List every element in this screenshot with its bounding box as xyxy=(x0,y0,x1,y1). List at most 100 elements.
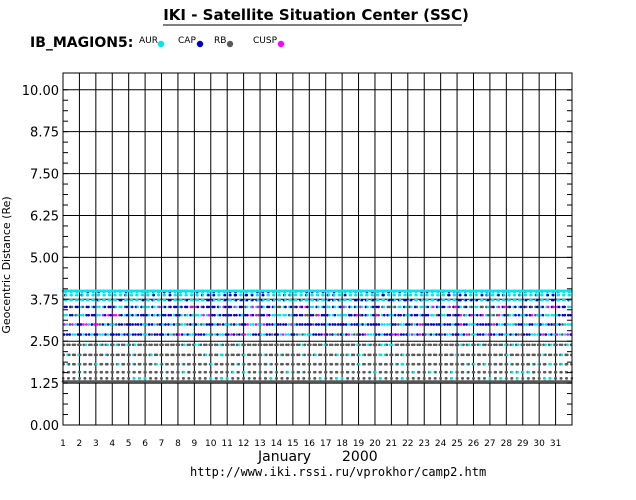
data-point xyxy=(224,333,228,336)
data-point xyxy=(491,293,495,297)
data-point xyxy=(128,323,132,326)
data-point xyxy=(169,305,172,309)
data-point xyxy=(289,293,292,297)
data-point xyxy=(226,370,229,374)
data-point xyxy=(533,333,537,336)
data-point xyxy=(522,353,525,357)
data-point xyxy=(150,333,154,336)
data-point xyxy=(464,293,467,297)
data-point xyxy=(115,333,118,336)
data-point xyxy=(243,313,247,317)
data-point xyxy=(278,305,282,309)
data-point xyxy=(177,362,180,366)
data-point xyxy=(372,343,376,347)
data-point xyxy=(429,323,433,326)
data-point xyxy=(549,377,552,380)
data-point xyxy=(562,293,566,297)
data-point xyxy=(122,353,126,357)
data-point xyxy=(520,333,523,336)
data-point xyxy=(249,323,252,326)
data-point xyxy=(437,313,441,317)
data-point xyxy=(280,377,284,380)
data-point xyxy=(292,343,296,347)
data-point xyxy=(265,333,269,336)
data-point xyxy=(291,377,295,380)
y-axis: 0.00 1.25 2.50 3.75 5.00 6.25 7.50 8.75 10.00 xyxy=(22,84,572,434)
data-point xyxy=(293,323,296,326)
data-point xyxy=(426,323,430,326)
data-point xyxy=(166,343,170,347)
data-point xyxy=(366,323,370,326)
data-point xyxy=(257,313,260,317)
data-point xyxy=(336,353,339,357)
data-point xyxy=(83,377,87,380)
data-point xyxy=(421,343,425,347)
data-point xyxy=(388,313,392,317)
data-point xyxy=(115,343,118,347)
data-point xyxy=(67,377,70,380)
data-point xyxy=(303,353,306,357)
data-point xyxy=(78,377,81,380)
data-point xyxy=(476,333,479,336)
data-point xyxy=(254,343,257,347)
data-point xyxy=(487,323,490,326)
data-point xyxy=(227,323,230,326)
data-point xyxy=(442,298,446,302)
data-point xyxy=(120,343,124,347)
data-point xyxy=(127,377,131,380)
data-point xyxy=(285,343,288,347)
data-point xyxy=(363,370,366,374)
data-point xyxy=(423,353,427,357)
data-point xyxy=(315,313,318,317)
data-point xyxy=(380,333,384,336)
data-point xyxy=(180,323,184,326)
data-point xyxy=(543,362,547,366)
data-point xyxy=(298,323,302,326)
data-point xyxy=(355,305,358,309)
data-point xyxy=(89,353,93,357)
data-point xyxy=(327,305,331,309)
data-point xyxy=(131,323,134,326)
data-point xyxy=(364,313,368,317)
data-point xyxy=(434,370,437,374)
data-point xyxy=(443,313,446,317)
data-point xyxy=(413,333,416,336)
data-point xyxy=(185,313,189,317)
data-point xyxy=(141,293,145,297)
data-point xyxy=(68,343,71,347)
data-point xyxy=(201,298,205,302)
data-point xyxy=(506,323,510,326)
data-point xyxy=(198,370,202,374)
data-point xyxy=(117,323,121,326)
data-point xyxy=(314,353,317,357)
data-point xyxy=(551,293,555,297)
data-point xyxy=(114,298,117,302)
data-point xyxy=(154,377,158,380)
data-point xyxy=(283,293,287,297)
data-point xyxy=(491,298,495,302)
data-point xyxy=(389,343,392,347)
data-point xyxy=(566,333,570,336)
data-point xyxy=(149,377,153,380)
data-point xyxy=(207,305,211,309)
data-point xyxy=(563,313,567,317)
data-point xyxy=(461,377,465,380)
data-point xyxy=(546,293,550,297)
data-point xyxy=(295,343,299,347)
data-point xyxy=(100,377,103,380)
data-point xyxy=(489,343,493,347)
data-point xyxy=(535,305,539,309)
data-point xyxy=(103,293,106,297)
data-point xyxy=(357,362,361,366)
x-tick-label-20: 20 xyxy=(369,439,381,449)
data-point xyxy=(500,362,503,366)
data-point xyxy=(161,343,164,347)
data-point xyxy=(554,377,558,380)
data-point xyxy=(139,333,143,336)
data-point xyxy=(213,323,217,326)
data-point xyxy=(547,333,551,336)
data-point xyxy=(229,305,233,309)
data-point xyxy=(130,293,134,297)
data-point xyxy=(431,305,435,309)
data-point xyxy=(312,343,316,347)
